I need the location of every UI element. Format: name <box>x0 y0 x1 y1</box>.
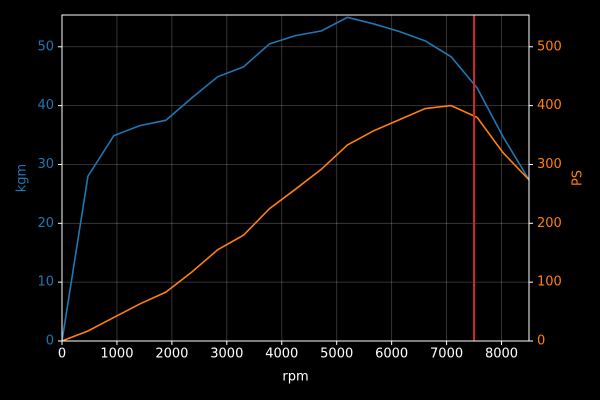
y2-tick-label: 500 <box>537 39 562 54</box>
x-tick-label: 6000 <box>375 347 408 362</box>
y-tick-label: 40 <box>37 98 54 113</box>
x-tick-label: 4000 <box>265 347 298 362</box>
x-tick-label: 2000 <box>155 347 188 362</box>
y2-tick-label: 0 <box>537 334 545 349</box>
x-tick-label: 0 <box>58 347 66 362</box>
y-tick-label: 10 <box>37 275 54 290</box>
y-tick-label: 20 <box>37 216 54 231</box>
y2-tick-label: 300 <box>537 157 562 172</box>
x-tick-label: 1000 <box>100 347 133 362</box>
y2-tick-label: 100 <box>537 275 562 290</box>
y2-axis-label: PS <box>571 170 586 186</box>
series-line <box>61 104 530 342</box>
y-tick-label: 50 <box>37 39 54 54</box>
y-axis-label: kgm <box>15 164 30 192</box>
x-tick-label: 8000 <box>485 347 518 362</box>
x-axis-label: rpm <box>282 370 308 385</box>
y2-tick-label: 200 <box>537 216 562 231</box>
y-tick-label: 30 <box>37 157 54 172</box>
series-line <box>61 16 530 342</box>
y2-tick-label: 400 <box>537 98 562 113</box>
x-tick-label: 5000 <box>320 347 353 362</box>
y-tick-label: 0 <box>46 334 54 349</box>
plot-frame <box>61 14 530 342</box>
x-tick-label: 7000 <box>430 347 463 362</box>
x-tick-label: 3000 <box>210 347 243 362</box>
